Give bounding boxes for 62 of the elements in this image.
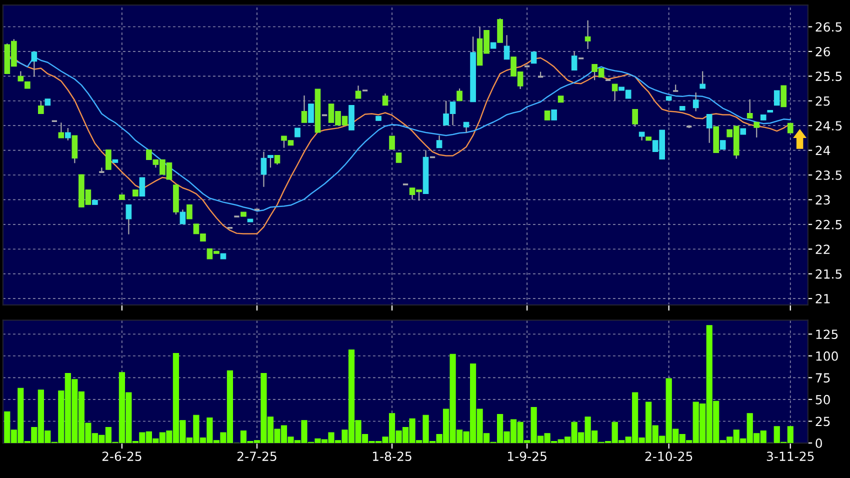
candlestick [58, 122, 64, 138]
candlestick [612, 84, 618, 102]
candlestick [456, 88, 462, 102]
x-tick-label: 2-6-25 [102, 452, 142, 462]
y-tick-label: 50 [816, 394, 830, 404]
y-tick-label: 75 [816, 373, 830, 383]
candlestick [746, 98, 753, 119]
candlestick [389, 136, 395, 150]
candlestick [139, 177, 146, 197]
candlestick [544, 110, 550, 121]
candlestick [308, 103, 314, 124]
y-tick-label: 24 [816, 146, 830, 156]
candlestick [584, 20, 591, 50]
y-tick-label: 125 [816, 330, 838, 340]
x-tick-label: 1-8-25 [372, 452, 412, 462]
candlestick [72, 134, 78, 164]
y-tick-label: 100 [816, 351, 838, 361]
y-tick-label: 23.5 [816, 170, 842, 180]
y-tick-label: 26.5 [816, 22, 842, 32]
candlestick [463, 122, 470, 134]
y-tick-label: 23 [816, 195, 830, 205]
y-tick-label: 25 [816, 416, 830, 426]
candlestick [382, 92, 388, 106]
y-tick-label: 22 [816, 244, 830, 254]
candlestick [700, 70, 706, 90]
x-tick-label: 2-10-25 [645, 452, 692, 462]
candlestick [497, 18, 503, 44]
candlestick [274, 154, 280, 166]
candlestick [65, 128, 71, 141]
candlestick [180, 209, 186, 224]
candlestick [18, 70, 24, 82]
y-tick-label: 24.5 [816, 121, 842, 131]
candlestick [774, 90, 780, 106]
candlestick [126, 204, 132, 235]
y-tick-label: 21.5 [816, 269, 842, 279]
candlestick [504, 34, 510, 60]
candlestick [787, 122, 794, 134]
y-tick-label: 25 [816, 96, 830, 106]
candlestick [754, 122, 760, 138]
y-tick-label: 0 [816, 438, 822, 448]
candlestick [106, 149, 112, 170]
x-tick-label: 3-11-25 [766, 452, 814, 462]
y-tick-label: 21 [816, 294, 830, 304]
candlestick [268, 154, 274, 168]
candlestick [436, 134, 442, 148]
candlestick [551, 109, 557, 121]
y-tick-label: 25.5 [816, 72, 842, 82]
candlestick [692, 92, 699, 112]
candlestick [31, 51, 38, 78]
candlestick [706, 114, 712, 144]
candlestick [530, 52, 537, 64]
candlestick [186, 204, 192, 220]
x-tick-label: 1-9-25 [508, 452, 546, 462]
x-tick-label: 2-7-25 [237, 452, 276, 462]
candlestick [396, 152, 402, 164]
candlestick [260, 151, 267, 188]
y-tick-label: 22.5 [816, 220, 842, 230]
y-tick-label: 26 [816, 46, 830, 56]
candlestick [38, 100, 44, 114]
candlestick [301, 94, 308, 124]
candlestick [780, 85, 787, 108]
candlestick [632, 108, 638, 128]
